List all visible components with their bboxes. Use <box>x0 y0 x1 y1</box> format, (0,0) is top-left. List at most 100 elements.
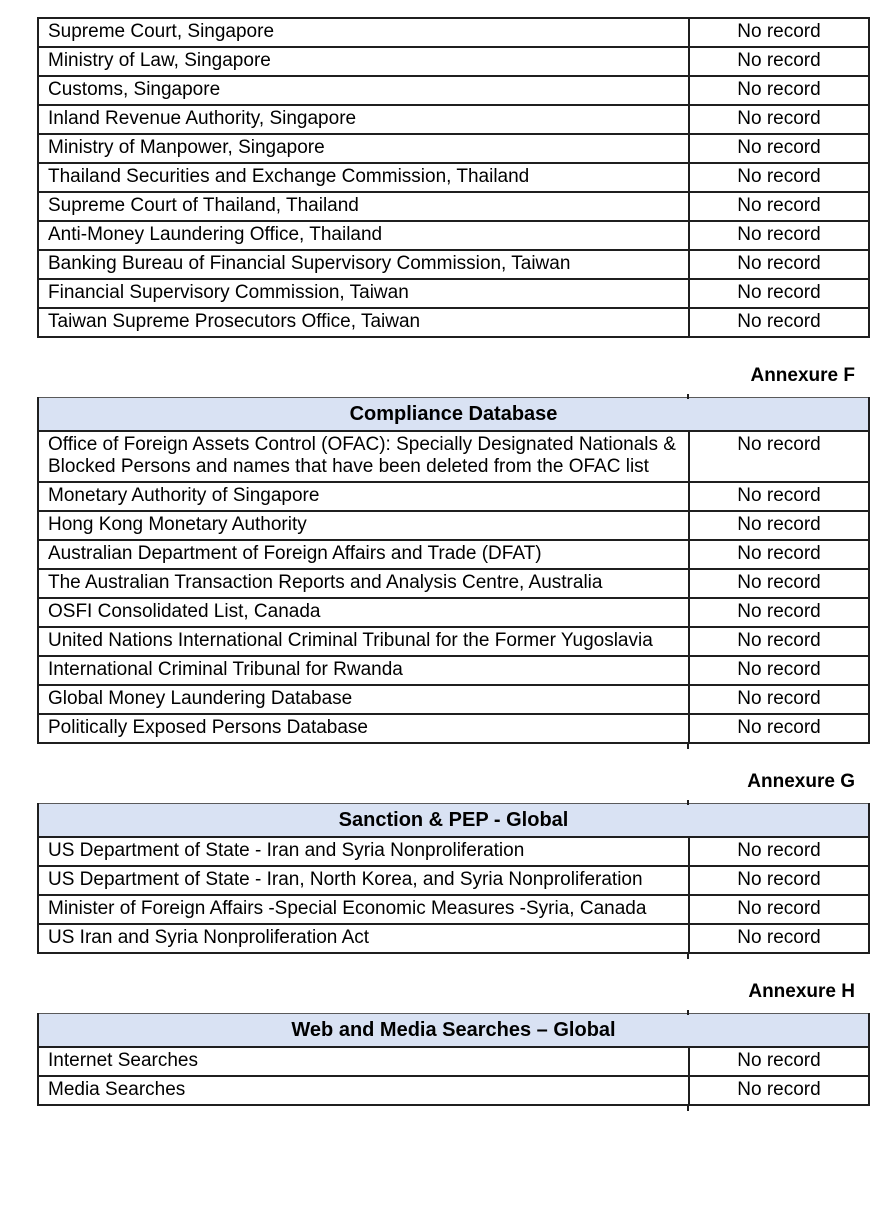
source-cell: Banking Bureau of Financial Supervisory … <box>37 249 690 280</box>
result-cell: No record <box>688 75 870 106</box>
result-cell: No record <box>687 836 871 867</box>
table-row: Internet Searches No record <box>37 1046 870 1077</box>
table-row: Hong Kong Monetary Authority No record <box>37 510 871 541</box>
result-cell: No record <box>688 162 870 193</box>
source-cell: Customs, Singapore <box>37 75 690 106</box>
source-cell: International Criminal Tribunal for Rwan… <box>37 655 690 686</box>
annexure-section-g: Annexure G Sanction & PEP - Global US De… <box>36 771 894 959</box>
result-cell: No record <box>688 278 870 309</box>
result-cell: No record <box>688 104 870 135</box>
source-cell: United Nations International Criminal Tr… <box>37 626 690 657</box>
source-cell: Supreme Court, Singapore <box>37 17 690 48</box>
result-cell: No record <box>687 713 871 744</box>
result-cell: No record <box>687 655 871 686</box>
source-cell: Anti-Money Laundering Office, Thailand <box>37 220 690 251</box>
result-cell: No record <box>687 539 871 570</box>
source-cell: Thailand Securities and Exchange Commiss… <box>37 162 690 193</box>
source-cell: Global Money Laundering Database <box>37 684 690 715</box>
table-row: Office of Foreign Assets Control (OFAC):… <box>37 430 871 483</box>
table-row: The Australian Transaction Reports and A… <box>37 568 871 599</box>
result-cell: No record <box>688 191 870 222</box>
source-cell: Australian Department of Foreign Affairs… <box>37 539 690 570</box>
table-row: Politically Exposed Persons Database No … <box>37 713 871 744</box>
source-cell: Internet Searches <box>37 1046 690 1077</box>
table-row: Supreme Court, Singapore No record <box>37 17 870 48</box>
source-cell: Ministry of Law, Singapore <box>37 46 690 77</box>
source-cell: Financial Supervisory Commission, Taiwan <box>37 278 690 309</box>
results-table-wrap: Supreme Court, Singapore No record Minis… <box>37 17 870 338</box>
screening-results-table: Sanction & PEP - Global US Department of… <box>36 803 871 954</box>
table-row: US Iran and Syria Nonproliferation Act N… <box>37 923 871 954</box>
annexure-section-continuation: Supreme Court, Singapore No record Minis… <box>37 17 894 338</box>
column-divider-tick <box>687 394 689 399</box>
annexure-label: Annexure F <box>750 365 855 386</box>
table-row: Inland Revenue Authority, Singapore No r… <box>37 104 870 135</box>
table-header-row: Web and Media Searches – Global <box>37 1013 870 1048</box>
table-title: Web and Media Searches – Global <box>37 1013 870 1048</box>
table-row: Ministry of Law, Singapore No record <box>37 46 870 77</box>
table-row: Supreme Court of Thailand, Thailand No r… <box>37 191 870 222</box>
table-row: International Criminal Tribunal for Rwan… <box>37 655 871 686</box>
report-page: Supreme Court, Singapore No record Minis… <box>36 17 894 1111</box>
source-cell: US Department of State - Iran, North Kor… <box>37 865 690 896</box>
screening-results-table: Supreme Court, Singapore No record Minis… <box>37 17 870 338</box>
result-cell: No record <box>687 684 871 715</box>
result-cell: No record <box>687 568 871 599</box>
column-divider-tick <box>687 1106 689 1111</box>
table-row: Minister of Foreign Affairs -Special Eco… <box>37 894 871 925</box>
screening-results-table: Compliance Database Office of Foreign As… <box>36 397 871 744</box>
table-row: Taiwan Supreme Prosecutors Office, Taiwa… <box>37 307 870 338</box>
results-table-wrap: Compliance Database Office of Foreign As… <box>36 394 871 749</box>
table-row: Financial Supervisory Commission, Taiwan… <box>37 278 870 309</box>
result-cell: No record <box>687 510 871 541</box>
table-row: Media Searches No record <box>37 1075 870 1106</box>
column-divider-tick <box>687 954 689 959</box>
table-row: OSFI Consolidated List, Canada No record <box>37 597 871 628</box>
result-cell: No record <box>688 17 870 48</box>
result-cell: No record <box>687 894 871 925</box>
result-cell: No record <box>687 865 871 896</box>
source-cell: The Australian Transaction Reports and A… <box>37 568 690 599</box>
table-title: Compliance Database <box>36 397 871 432</box>
results-table-wrap: Sanction & PEP - Global US Department of… <box>36 800 871 959</box>
result-cell: No record <box>687 430 871 483</box>
column-divider-tick <box>687 1010 689 1015</box>
annexure-label: Annexure G <box>747 771 855 792</box>
result-cell: No record <box>688 220 870 251</box>
table-row: Ministry of Manpower, Singapore No recor… <box>37 133 870 164</box>
results-table-wrap: Web and Media Searches – Global Internet… <box>37 1010 870 1111</box>
table-row: US Department of State - Iran, North Kor… <box>37 865 871 896</box>
source-cell: Inland Revenue Authority, Singapore <box>37 104 690 135</box>
result-cell: No record <box>688 133 870 164</box>
screening-results-table: Web and Media Searches – Global Internet… <box>37 1013 870 1106</box>
table-row: Anti-Money Laundering Office, Thailand N… <box>37 220 870 251</box>
result-cell: No record <box>688 307 870 338</box>
result-cell: No record <box>688 46 870 77</box>
source-cell: Media Searches <box>37 1075 690 1106</box>
table-row: Global Money Laundering Database No reco… <box>37 684 871 715</box>
source-cell: Taiwan Supreme Prosecutors Office, Taiwa… <box>37 307 690 338</box>
table-header-row: Sanction & PEP - Global <box>36 803 871 838</box>
annexure-section-h: Annexure H Web and Media Searches – Glob… <box>37 981 894 1111</box>
column-divider-tick <box>687 744 689 749</box>
result-cell: No record <box>687 626 871 657</box>
source-cell: OSFI Consolidated List, Canada <box>37 597 690 628</box>
table-row: Thailand Securities and Exchange Commiss… <box>37 162 870 193</box>
result-cell: No record <box>688 249 870 280</box>
table-row: Monetary Authority of Singapore No recor… <box>37 481 871 512</box>
source-cell: Office of Foreign Assets Control (OFAC):… <box>37 430 690 483</box>
table-row: Customs, Singapore No record <box>37 75 870 106</box>
table-row: US Department of State - Iran and Syria … <box>37 836 871 867</box>
source-cell: US Department of State - Iran and Syria … <box>37 836 690 867</box>
result-cell: No record <box>688 1046 870 1077</box>
source-cell: Supreme Court of Thailand, Thailand <box>37 191 690 222</box>
table-row: Australian Department of Foreign Affairs… <box>37 539 871 570</box>
table-row: Banking Bureau of Financial Supervisory … <box>37 249 870 280</box>
source-cell: US Iran and Syria Nonproliferation Act <box>37 923 690 954</box>
result-cell: No record <box>688 1075 870 1106</box>
table-header-row: Compliance Database <box>36 397 871 432</box>
source-cell: Monetary Authority of Singapore <box>37 481 690 512</box>
column-divider-tick <box>687 800 689 805</box>
table-title: Sanction & PEP - Global <box>36 803 871 838</box>
source-cell: Minister of Foreign Affairs -Special Eco… <box>37 894 690 925</box>
